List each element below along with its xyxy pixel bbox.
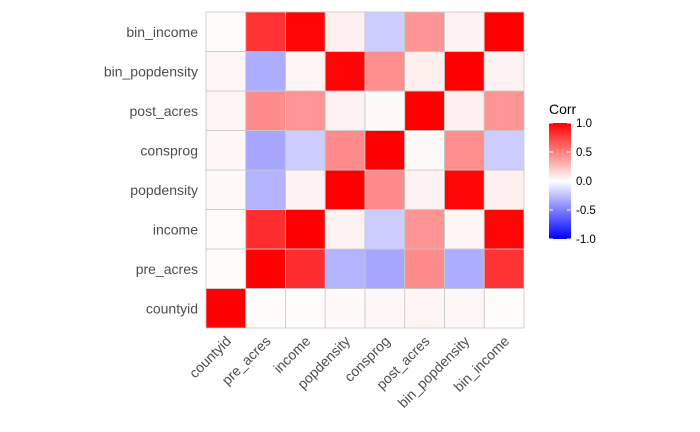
y-tick-label-countyid: countyid [146, 300, 198, 316]
heatmap-cell-countyid-income [205, 209, 247, 250]
heatmap-cell-consprog-income [364, 209, 406, 250]
heatmap-cell-income-pre_acres [285, 248, 326, 289]
heatmap-cell-bin_popdensity-popdensity [444, 169, 485, 210]
color-legend: Corr 1.0 0.5 0.0 -0.5 -1.0 [549, 101, 596, 246]
heatmap-cell-post_acres-income [404, 209, 445, 250]
heatmap-cell-post_acres-consprog [404, 130, 445, 171]
legend-tick-label: 0.0 [576, 176, 592, 188]
heatmap-cell-consprog-consprog [364, 130, 406, 171]
heatmap-cell-consprog-post_acres [364, 90, 406, 131]
heatmap-cell-bin_income-pre_acres [483, 248, 525, 289]
legend-tick-label: 0.5 [576, 147, 592, 159]
heatmap-cell-bin_popdensity-bin_income [444, 11, 485, 52]
heatmap-cell-pre_acres-consprog [245, 130, 286, 171]
heatmap-cell-countyid-bin_popdensity [205, 51, 247, 92]
y-tick-label-popdensity: popdensity [130, 182, 198, 198]
heatmap-cell-income-bin_popdensity [285, 51, 326, 92]
heatmap-cell-post_acres-pre_acres [404, 248, 445, 289]
y-tick-label-bin_popdensity: bin_popdensity [104, 63, 198, 79]
heatmap-cell-bin_income-bin_popdensity [483, 51, 525, 92]
heatmap-cell-bin_popdensity-bin_popdensity [444, 51, 485, 92]
heatmap-cell-post_acres-bin_income [404, 11, 445, 52]
heatmap-cell-income-post_acres [285, 90, 326, 131]
heatmap-cell-post_acres-post_acres [404, 90, 445, 131]
heatmap-cell-countyid-bin_income [205, 11, 247, 52]
y-tick-label-bin_income: bin_income [126, 24, 198, 40]
y-tick-label-income: income [153, 221, 198, 237]
heatmap-cell-countyid-consprog [205, 130, 247, 171]
heatmap-cell-pre_acres-countyid [245, 288, 286, 329]
y-tick-label-post_acres: post_acres [130, 103, 198, 119]
heatmap-cell-bin_income-post_acres [483, 90, 525, 131]
heatmap-cell-income-countyid [285, 288, 326, 329]
y-tick-label-consprog: consprog [140, 142, 198, 158]
legend-ticks: 1.0 0.5 0.0 -0.5 -1.0 [549, 118, 596, 246]
heatmap-cell-bin_income-consprog [483, 130, 525, 171]
heatmap-cell-countyid-countyid [205, 288, 247, 329]
heatmap-cell-income-bin_income [285, 11, 326, 52]
heatmap-cell-post_acres-popdensity [404, 169, 445, 210]
heatmap-cell-popdensity-popdensity [324, 169, 366, 210]
legend-title: Corr [549, 101, 577, 117]
heatmap-cell-pre_acres-popdensity [245, 169, 286, 210]
heatmap-cell-bin_popdensity-consprog [444, 130, 485, 171]
heatmap-cell-pre_acres-bin_income [245, 11, 286, 52]
heatmap-cell-bin_popdensity-income [444, 209, 485, 250]
heatmap-cell-bin_income-popdensity [483, 169, 525, 210]
heatmap-cell-countyid-post_acres [205, 90, 247, 131]
heatmap-cell-popdensity-consprog [324, 130, 366, 171]
heatmap-cell-popdensity-post_acres [324, 90, 366, 131]
heatmap-cell-pre_acres-bin_popdensity [245, 51, 286, 92]
heatmap-cell-popdensity-countyid [324, 288, 366, 329]
heatmap-cell-consprog-bin_income [364, 11, 406, 52]
heatmap-cell-bin_popdensity-countyid [444, 288, 485, 329]
legend-tick-label: -0.5 [576, 205, 596, 217]
heatmap-cell-pre_acres-pre_acres [245, 248, 286, 289]
heatmap-cell-countyid-pre_acres [205, 248, 247, 289]
heatmap-cell-consprog-countyid [364, 288, 406, 329]
heatmap-cell-countyid-popdensity [205, 169, 247, 210]
heatmap-cell-post_acres-bin_popdensity [404, 51, 445, 92]
heatmap-cell-bin_popdensity-pre_acres [444, 248, 485, 289]
heatmap-cell-income-income [285, 209, 326, 250]
y-axis-tick-labels: countyid pre_acres income popdensity conspro… [104, 24, 198, 317]
heatmap-cell-consprog-pre_acres [364, 248, 406, 289]
heatmap-cell-bin_income-income [483, 209, 525, 250]
heatmap-cell-bin_income-countyid [483, 288, 525, 329]
heatmap-cell-post_acres-countyid [404, 288, 445, 329]
heatmap-cell-bin_popdensity-post_acres [444, 90, 485, 131]
heatmap-cell-popdensity-pre_acres [324, 248, 366, 289]
heatmap-cell-bin_income-bin_income [483, 11, 525, 52]
heatmap-cell-popdensity-income [324, 209, 366, 250]
legend-tick-label: 1.0 [576, 118, 592, 130]
heatmap-cell-pre_acres-post_acres [245, 90, 286, 131]
heatmap-cells [205, 11, 525, 329]
heatmap-cell-popdensity-bin_popdensity [324, 51, 366, 92]
heatmap-cell-pre_acres-income [245, 209, 286, 250]
heatmap-cell-consprog-popdensity [364, 169, 406, 210]
heatmap-cell-popdensity-bin_income [324, 11, 366, 52]
heatmap-cell-consprog-bin_popdensity [364, 51, 406, 92]
heatmap-cell-income-popdensity [285, 169, 326, 210]
y-tick-label-pre_acres: pre_acres [136, 261, 198, 277]
legend-tick-label: -1.0 [576, 234, 596, 246]
x-axis-tick-labels: countyidpre_acresincomepopdensityconspro… [186, 333, 513, 411]
heatmap-cell-income-consprog [285, 130, 326, 171]
legend-colorbar [549, 123, 571, 239]
